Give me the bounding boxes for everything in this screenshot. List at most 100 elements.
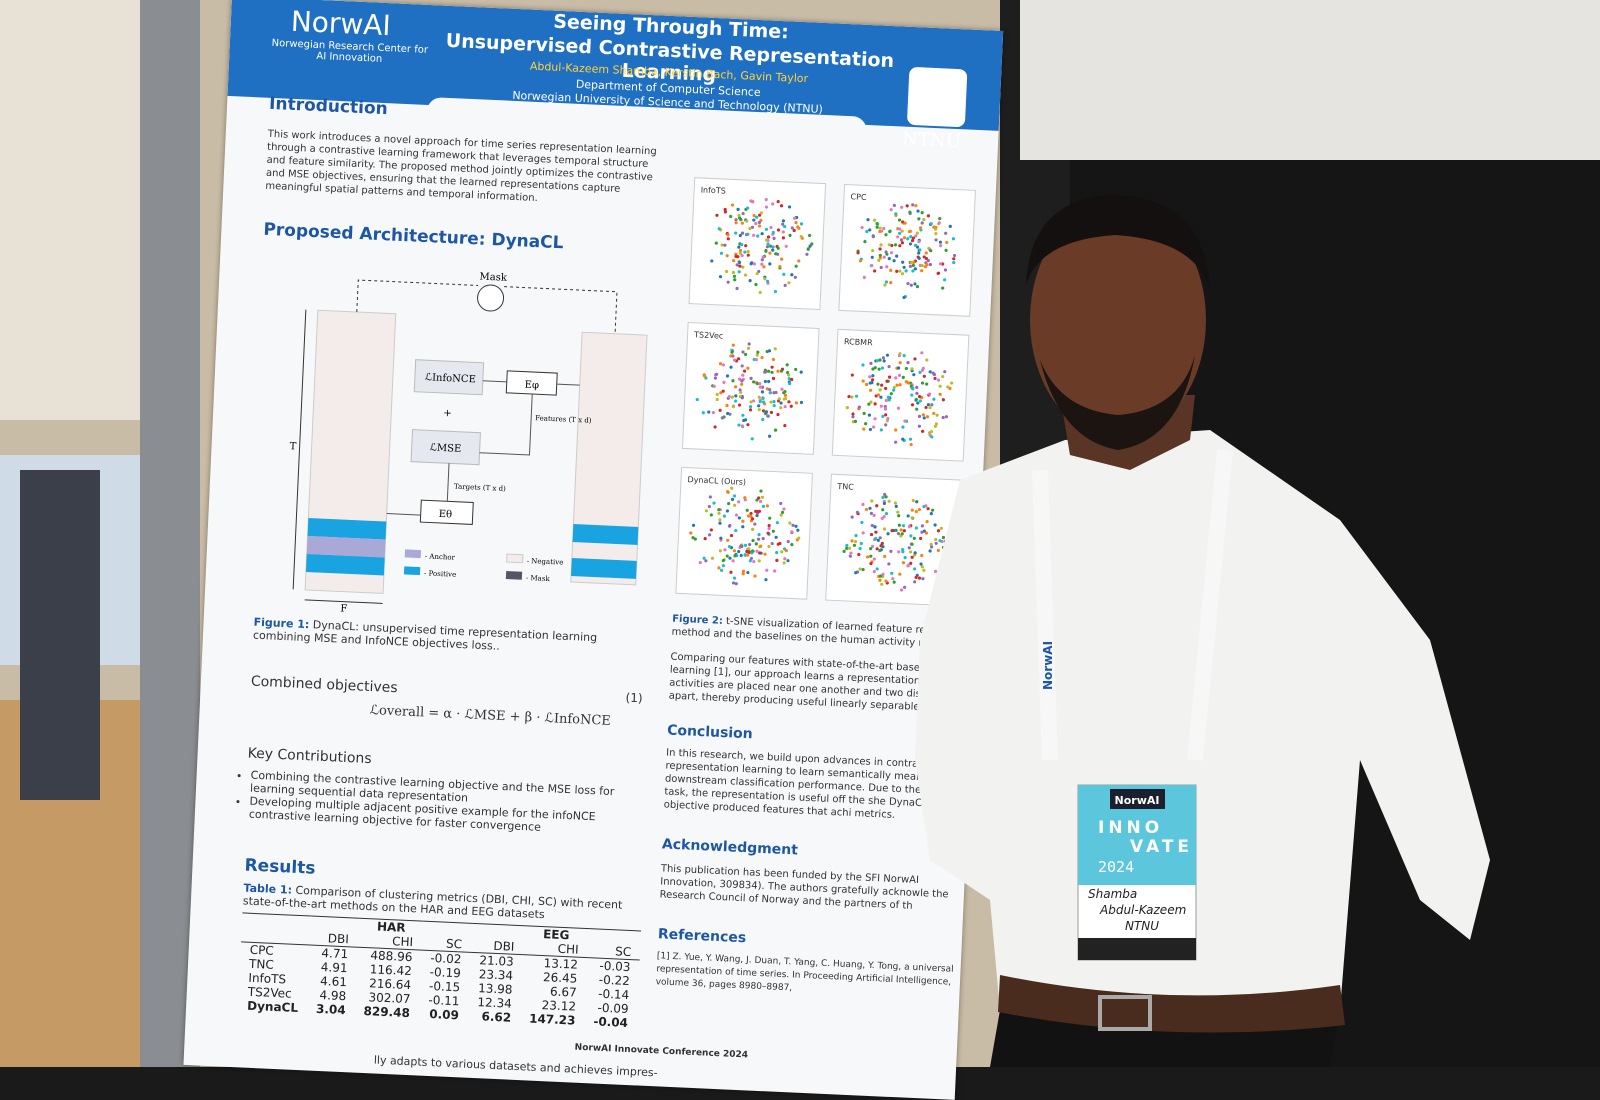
belt <box>998 975 1345 1033</box>
tsne-dot <box>917 395 922 399</box>
tsne-dot <box>740 231 745 235</box>
tsne-dot <box>878 247 882 251</box>
tsne-dot <box>869 400 873 404</box>
tsne-dot <box>731 343 735 347</box>
tsne-dot <box>906 381 910 385</box>
tsne-dot <box>849 551 853 555</box>
tsne-dot <box>759 489 763 493</box>
tsne-dot <box>924 251 928 255</box>
tsne-dot <box>873 417 877 421</box>
tsne-dot <box>875 225 879 229</box>
tsne-dot <box>900 532 904 536</box>
tsne-dot <box>763 370 767 374</box>
tsne-dot <box>786 539 790 544</box>
tsne-dot <box>889 268 893 272</box>
plus-label: + <box>443 408 452 419</box>
figure2-grid: InfoTS CPC TS2Vec RCBMR DynaCL (Ours) TNC <box>675 177 984 620</box>
tsne-dot <box>721 558 725 563</box>
tsne-dot <box>810 242 814 246</box>
tsne-dot <box>746 232 750 236</box>
tsne-dot <box>751 527 755 532</box>
badge-brand-bg <box>1110 789 1165 809</box>
tsne-dot <box>742 369 747 373</box>
tsne-dot <box>740 253 744 258</box>
tsne-dot <box>752 380 756 384</box>
tsne-dot <box>901 260 905 264</box>
tsne-dot <box>937 221 941 225</box>
tsne-dot <box>732 259 736 263</box>
tsne-dot <box>781 219 786 223</box>
board-frame <box>140 0 200 1067</box>
tsne-dot <box>928 392 932 396</box>
tsne-dot <box>845 546 849 551</box>
tsne-dot <box>776 369 780 373</box>
tsne-dot <box>757 395 761 399</box>
tsne-dot <box>878 536 882 540</box>
tsne-dot <box>907 563 911 567</box>
tsne-dot <box>758 385 763 389</box>
tsne-dot <box>755 353 759 357</box>
tsne-dot <box>851 415 855 419</box>
tsne-dot <box>738 251 743 255</box>
tsne-dot <box>909 235 913 239</box>
tsne-dot <box>703 374 707 378</box>
tsne-dot <box>941 375 945 379</box>
tsne-dot <box>723 210 728 214</box>
tsne-dot <box>879 243 883 247</box>
tsne-dot <box>876 382 880 386</box>
tsne-dot <box>731 405 735 409</box>
tsne-dot <box>917 424 922 428</box>
tsne-dot <box>748 559 752 563</box>
tsne-dot <box>799 234 803 239</box>
tsne-dot <box>754 282 758 287</box>
tsne-dot <box>719 536 723 540</box>
tsne-dot <box>870 378 875 382</box>
tsne-dot <box>746 514 751 518</box>
tsne-dot <box>772 404 776 408</box>
tsne-dot <box>850 395 854 399</box>
enc-theta-label: Eθ <box>438 509 452 521</box>
tsne-dot <box>917 217 921 221</box>
tsne-dot <box>733 554 737 558</box>
tsne-dot <box>783 393 788 397</box>
infonce-label: ℒInfoNCE <box>425 372 476 385</box>
tsne-dot <box>911 269 915 273</box>
t-axis <box>292 309 307 590</box>
tsne-dot <box>913 267 918 271</box>
tsne-dot <box>934 537 938 542</box>
tsne-dot <box>726 233 730 237</box>
tsne-dot <box>914 234 918 238</box>
panel-label: InfoTS <box>700 185 725 195</box>
tsne-dot <box>717 227 721 231</box>
tsne-dot <box>737 549 741 554</box>
tsne-dot <box>868 427 873 432</box>
tsne-dot <box>879 404 883 408</box>
tsne-dot <box>850 373 854 377</box>
tsne-dot <box>884 423 888 427</box>
tsne-dot <box>734 394 738 398</box>
tsne-dot <box>869 361 873 365</box>
tsne-dot <box>766 414 770 418</box>
tsne-dot <box>883 406 888 411</box>
tsne-dot <box>758 213 762 217</box>
tsne-dot <box>750 199 755 204</box>
tsne-dot <box>703 537 707 541</box>
tsne-dot <box>917 251 921 255</box>
tsne-dot <box>911 236 916 240</box>
tsne-dot <box>903 585 907 589</box>
tsne-dot <box>715 213 719 217</box>
tsne-dot <box>698 560 702 565</box>
tsne-dot <box>771 245 775 249</box>
tsne-dot <box>871 367 875 371</box>
tsne-dot <box>907 525 911 529</box>
tsne-dot <box>717 511 721 515</box>
tsne-dot <box>754 542 758 546</box>
tsne-dot <box>925 520 929 524</box>
tsne-dot <box>736 207 740 211</box>
tsne-dot <box>763 552 767 556</box>
f-axis <box>304 599 383 604</box>
tsne-dot <box>928 406 932 410</box>
tsne-dot <box>916 401 920 405</box>
tsne-dot <box>778 265 782 269</box>
tsne-dot <box>717 566 721 570</box>
